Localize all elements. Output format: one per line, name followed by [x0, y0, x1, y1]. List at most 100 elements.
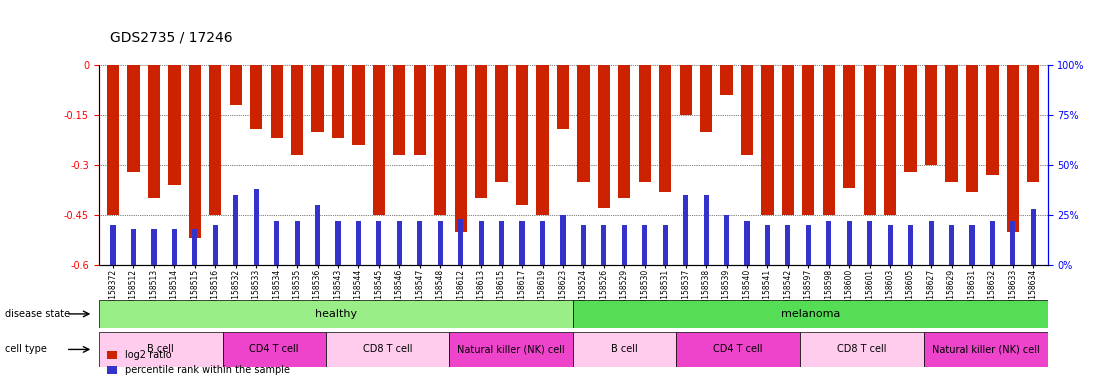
Bar: [1007, 65, 1019, 232]
Text: cell type: cell type: [5, 344, 47, 354]
Bar: [315, 205, 320, 265]
Bar: [450, 332, 573, 367]
Bar: [619, 65, 631, 199]
Bar: [557, 65, 569, 129]
Bar: [376, 221, 382, 265]
Bar: [172, 229, 177, 265]
Text: B cell: B cell: [611, 344, 638, 354]
Bar: [642, 225, 647, 265]
Bar: [355, 221, 361, 265]
Bar: [884, 65, 896, 215]
Bar: [905, 65, 917, 172]
Bar: [336, 221, 340, 265]
Bar: [925, 65, 937, 165]
Bar: [765, 225, 770, 265]
Bar: [928, 221, 934, 265]
Bar: [210, 65, 222, 215]
Text: CD4 T cell: CD4 T cell: [713, 344, 762, 354]
Text: healthy: healthy: [315, 309, 357, 319]
Bar: [703, 195, 709, 265]
Text: Natural killer (NK) cell: Natural killer (NK) cell: [457, 344, 565, 354]
Bar: [536, 65, 548, 215]
Bar: [659, 65, 671, 192]
Bar: [131, 229, 136, 265]
Bar: [291, 65, 303, 155]
Bar: [352, 65, 364, 145]
Bar: [454, 65, 467, 232]
Bar: [127, 65, 139, 172]
Text: CD4 T cell: CD4 T cell: [249, 344, 298, 354]
Text: melanoma: melanoma: [781, 309, 840, 319]
Bar: [516, 65, 528, 205]
Bar: [924, 332, 1048, 367]
Bar: [622, 225, 626, 265]
Text: CD8 T cell: CD8 T cell: [363, 344, 412, 354]
Bar: [253, 189, 259, 265]
Bar: [740, 65, 754, 155]
Bar: [438, 221, 443, 265]
Bar: [434, 65, 446, 215]
Bar: [683, 195, 688, 265]
Bar: [229, 65, 241, 105]
Bar: [986, 65, 998, 175]
Bar: [826, 221, 832, 265]
Bar: [459, 219, 463, 265]
Bar: [271, 65, 283, 139]
Bar: [700, 65, 712, 132]
Bar: [168, 65, 181, 185]
Bar: [99, 300, 573, 328]
Bar: [663, 225, 668, 265]
Bar: [496, 65, 508, 182]
Bar: [326, 332, 450, 367]
Bar: [800, 332, 924, 367]
Bar: [373, 65, 385, 215]
Bar: [414, 65, 426, 155]
Bar: [99, 332, 223, 367]
Bar: [274, 221, 280, 265]
Bar: [478, 221, 484, 265]
Bar: [111, 225, 115, 265]
Bar: [761, 65, 773, 215]
Bar: [638, 65, 651, 182]
Bar: [393, 65, 406, 155]
Text: Natural killer (NK) cell: Natural killer (NK) cell: [931, 344, 1040, 354]
Bar: [189, 65, 201, 238]
Bar: [806, 225, 811, 265]
Bar: [148, 65, 160, 199]
Bar: [294, 221, 299, 265]
Bar: [250, 65, 262, 129]
Bar: [397, 221, 402, 265]
Text: GDS2735 / 17246: GDS2735 / 17246: [110, 30, 233, 44]
Bar: [417, 221, 422, 265]
Bar: [965, 65, 979, 192]
Legend: log2 ratio, percentile rank within the sample: log2 ratio, percentile rank within the s…: [103, 346, 294, 379]
Bar: [234, 195, 238, 265]
Bar: [312, 65, 324, 132]
Bar: [475, 65, 487, 199]
Bar: [863, 65, 875, 215]
Bar: [785, 225, 791, 265]
Text: B cell: B cell: [147, 344, 174, 354]
Bar: [724, 215, 730, 265]
Bar: [598, 65, 610, 209]
Bar: [223, 332, 326, 367]
Bar: [573, 300, 1048, 328]
Bar: [1010, 221, 1016, 265]
Bar: [580, 225, 586, 265]
Bar: [192, 229, 197, 265]
Bar: [540, 221, 545, 265]
Bar: [823, 65, 835, 215]
Bar: [745, 221, 749, 265]
Bar: [782, 65, 794, 215]
Bar: [970, 225, 974, 265]
Bar: [1027, 65, 1040, 182]
Bar: [577, 65, 589, 182]
Bar: [867, 221, 872, 265]
Bar: [844, 65, 856, 189]
Bar: [213, 225, 218, 265]
Text: CD8 T cell: CD8 T cell: [837, 344, 886, 354]
Bar: [847, 221, 852, 265]
Bar: [908, 225, 913, 265]
Bar: [561, 215, 566, 265]
Bar: [332, 65, 344, 139]
